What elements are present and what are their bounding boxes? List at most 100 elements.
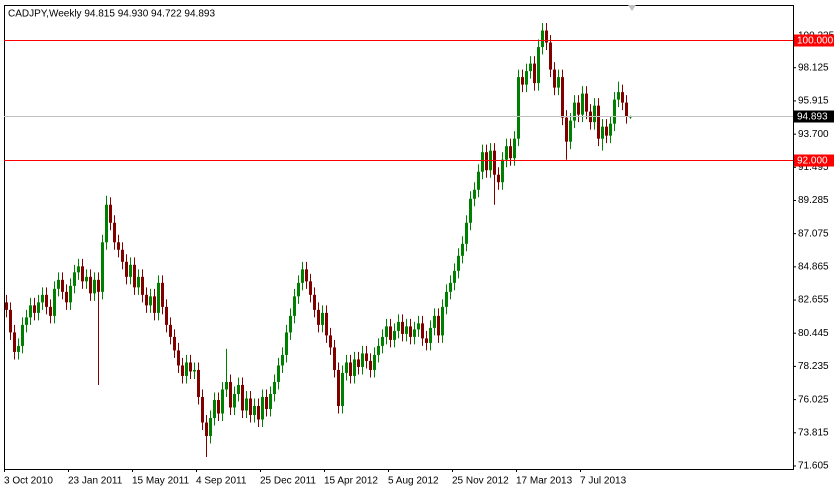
candle-body [89,276,92,294]
candle-body [617,92,620,100]
price-label: 100.000 [797,36,834,47]
x-tick-label: 25 Nov 2012 [452,476,509,487]
y-tick-label: 87.075 [798,228,829,239]
candle-body [205,422,208,437]
candle-body [445,291,448,307]
y-tick-label: 95.915 [798,96,829,107]
price-label-box [794,154,834,167]
candle-body [281,354,284,366]
candle-body [29,305,32,318]
x-tick-label: 4 Sep 2011 [196,476,247,487]
y-tick-label: 93.700 [798,129,829,140]
candle-body [325,312,328,336]
candle-body [189,362,192,372]
candle-body [33,305,36,313]
candle-body [557,77,560,88]
candle-body [277,365,280,382]
candle-body [429,327,432,343]
candle-body [169,324,172,337]
candle-body [49,306,52,316]
candle-body [565,117,568,142]
candle-body [493,150,496,175]
candle-body [569,120,572,142]
candle-body [141,276,144,295]
candle-body [221,389,224,414]
candle-body [353,359,356,376]
candle-body [501,159,504,183]
candle-body [181,365,184,376]
candle-body [261,396,264,420]
candle-body [549,42,552,70]
candle-body [125,261,128,277]
candle-body [305,269,308,282]
candle-body [101,242,104,292]
candle-body [509,146,512,159]
candle-body [97,279,100,292]
candle-body [389,326,392,340]
candle-body [61,279,64,292]
candle-body [625,102,628,117]
candle-body [317,309,320,325]
candle-body [145,294,148,306]
shift-marker [628,5,636,11]
x-tick-label: 15 Apr 2012 [324,476,378,487]
candle-body [449,282,452,292]
x-tick-label: 25 Dec 2011 [260,476,316,487]
candle-body [329,335,332,348]
candle-body [25,317,28,325]
price-label-box [794,110,834,123]
candle-body [313,294,316,310]
candle-body [613,99,616,124]
candle-body [37,302,40,313]
x-tick-label: 5 Aug 2012 [388,476,439,487]
y-tick-label: 89.285 [798,195,829,206]
candle-body [409,326,412,337]
candle-body [453,270,456,283]
candle-body [377,345,380,355]
candle-body [417,323,420,330]
candle-body [153,296,156,313]
y-tick-label: 98.125 [798,62,829,73]
candle-body [265,396,268,410]
candle-body [337,369,340,406]
candle-body [401,321,404,334]
candle-body [481,152,484,172]
plot-frame [4,5,794,470]
candle-body [413,329,416,337]
candle-body [117,242,120,250]
y-tick-label: 84.865 [798,261,829,272]
x-tick-label: 15 May 2011 [132,476,190,487]
candle-body [65,291,68,303]
candle-body [513,138,516,159]
candle-body [521,77,524,85]
candle-body [393,330,396,340]
candle-body [545,30,548,43]
candle-body [5,302,8,310]
candle-body [297,282,300,297]
candle-body [341,372,344,406]
candle-body [553,69,556,88]
x-tick-label: 17 Mar 2013 [516,476,573,487]
candle-body [193,369,196,372]
candle-body [461,243,464,256]
candle-body [321,312,324,325]
candle-body [345,362,348,373]
candle-body [41,294,44,303]
candle-body [609,123,612,136]
candle-body [165,306,168,325]
candle-body [597,105,600,139]
candle-body [105,204,108,243]
candle-body [357,359,360,367]
candle-body [197,369,200,397]
candle-body [517,77,520,139]
candle-body [257,405,260,420]
candle-body [593,105,596,123]
candle-body [601,126,604,139]
candle-body [185,362,188,376]
candle-body [53,288,56,316]
candle-body [473,189,476,199]
candle-body [441,306,444,336]
candle-body [437,315,440,336]
